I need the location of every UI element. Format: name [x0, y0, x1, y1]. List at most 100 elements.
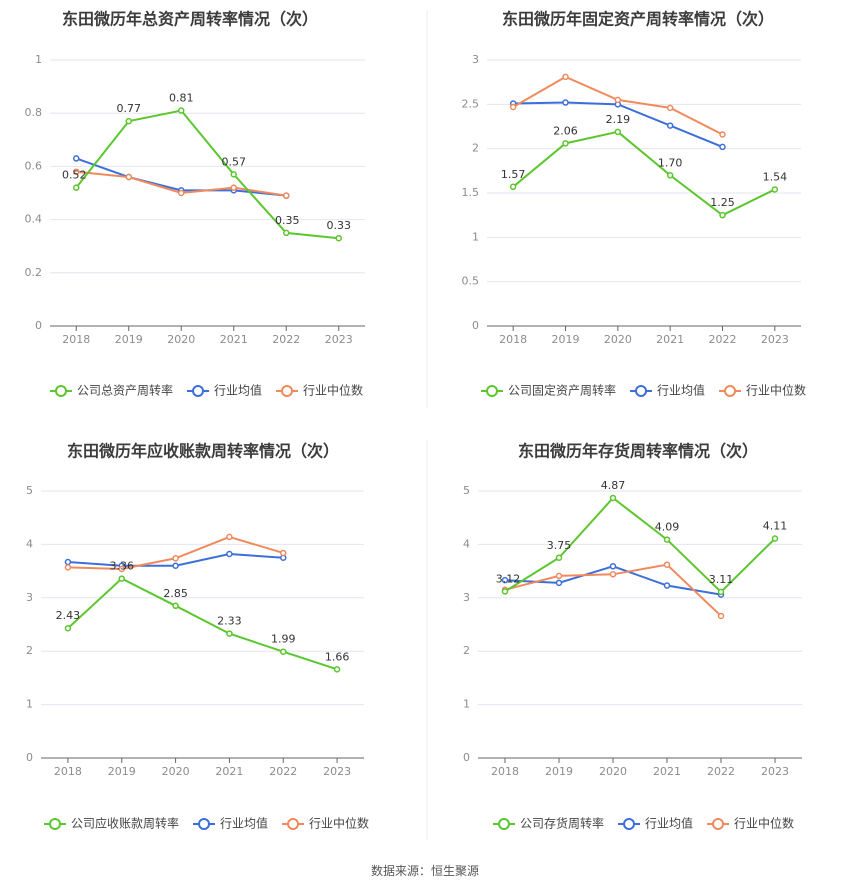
legend-label: 公司应收账款周转率	[71, 816, 179, 831]
x-tick-label: 2018	[499, 333, 527, 346]
legend-swatch-marker	[192, 385, 205, 397]
legend-swatch-marker	[287, 818, 300, 830]
data-label: 1.99	[271, 633, 296, 646]
legend-swatch-marker	[486, 385, 498, 397]
x-tick-label: 2022	[269, 765, 297, 778]
x-tick-label: 2021	[215, 765, 243, 778]
y-tick-label: 5	[26, 484, 33, 497]
data-point-company	[663, 536, 671, 543]
chart-panel: 东田微历年应收账款周转率情况（次） 0 1 2 3 4 5 2018 2019 2020 2021 2…	[26, 442, 369, 831]
x-tick-label: 2023	[761, 333, 789, 346]
data-point-avg	[226, 550, 233, 558]
x-tick-label: 2019	[552, 333, 580, 346]
data-point-avg	[501, 576, 509, 584]
x-tick-label: 2019	[108, 765, 136, 778]
x-tick-label: 2022	[272, 333, 300, 346]
y-tick-label: 5	[463, 484, 470, 497]
data-point-median	[562, 73, 569, 81]
data-point-median	[64, 564, 72, 571]
data-point-company	[719, 211, 726, 219]
data-label: 4.09	[655, 521, 680, 534]
data-point-avg	[663, 582, 671, 589]
data-point-median	[283, 192, 290, 199]
data-point-median	[666, 104, 674, 112]
data-point-company	[333, 666, 341, 673]
data-label: 0.77	[117, 102, 142, 115]
data-point-avg	[562, 99, 569, 106]
data-point-company	[73, 184, 80, 191]
x-tick-label: 2020	[604, 333, 632, 346]
data-point-avg	[73, 155, 80, 162]
y-tick-label: 1	[463, 698, 470, 711]
data-point-company	[562, 140, 569, 147]
data-label: 4.87	[601, 479, 626, 492]
data-point-median	[178, 189, 185, 197]
legend-swatch-marker	[623, 818, 636, 830]
y-tick-label: 2.5	[462, 97, 480, 110]
data-point-company	[555, 554, 563, 561]
legend-label: 行业中位数	[303, 383, 363, 398]
chart-title: 东田微历年存货周转率情况（次）	[518, 442, 758, 461]
x-tick-label: 2023	[323, 765, 351, 778]
y-tick-label: 3	[472, 53, 479, 66]
data-label: 0.33	[327, 219, 352, 232]
x-tick-label: 2019	[115, 333, 143, 346]
data-point-company	[717, 588, 725, 596]
x-tick-label: 2019	[545, 765, 573, 778]
data-point-company	[280, 648, 287, 655]
x-tick-label: 2020	[167, 333, 195, 346]
series-line-company	[504, 496, 776, 594]
legend-label: 公司总资产周转率	[77, 383, 173, 398]
data-label: 0.52	[62, 169, 87, 182]
y-tick-label: 3	[26, 591, 33, 604]
x-tick-label: 2020	[162, 765, 190, 778]
legend-label: 行业均值	[214, 383, 262, 398]
data-point-company	[614, 128, 622, 136]
data-point-median	[609, 571, 617, 578]
y-tick-label: 0.4	[25, 213, 43, 226]
x-tick-label: 2023	[325, 333, 353, 346]
y-tick-label: 2	[472, 142, 479, 155]
data-label: 1.25	[710, 196, 735, 209]
y-tick-label: 2	[463, 644, 470, 657]
y-tick-label: 0	[463, 751, 470, 764]
y-tick-label: 0	[35, 319, 42, 332]
data-point-avg	[555, 579, 563, 587]
legend-swatch-marker	[724, 385, 737, 397]
y-tick-label: 1	[472, 230, 479, 243]
y-tick-label: 0	[472, 319, 479, 332]
data-point-median	[717, 612, 725, 620]
series-line-company	[512, 130, 776, 217]
data-label: 0.57	[222, 155, 247, 168]
data-label: 3.36	[110, 560, 135, 573]
data-label: 3.11	[709, 573, 734, 586]
data-point-median	[663, 561, 671, 568]
legend-swatch-marker	[281, 385, 294, 397]
legend-swatch-marker	[198, 818, 211, 830]
data-point-avg	[666, 122, 674, 129]
x-tick-label: 2021	[656, 333, 684, 346]
series-line-company	[75, 109, 339, 240]
data-point-company	[178, 107, 185, 114]
data-label: 1.66	[325, 650, 350, 663]
x-tick-label: 2018	[54, 765, 82, 778]
data-label: 0.81	[169, 92, 194, 105]
x-tick-label: 2020	[599, 765, 627, 778]
data-point-median	[555, 572, 563, 580]
data-point-median	[226, 533, 233, 541]
data-point-company	[118, 575, 125, 582]
x-tick-label: 2022	[709, 333, 737, 346]
legend-label: 行业均值	[645, 816, 693, 831]
x-tick-label: 2021	[220, 333, 248, 346]
data-point-company	[64, 624, 72, 632]
data-point-company	[230, 171, 237, 178]
data-point-avg	[609, 563, 617, 570]
data-label: 1.70	[658, 156, 683, 169]
legend-swatch-marker	[635, 385, 648, 397]
legend-label: 行业中位数	[309, 816, 369, 831]
y-tick-label: 4	[463, 537, 470, 550]
y-tick-label: 0	[26, 751, 33, 764]
data-label: 3.12	[496, 572, 521, 585]
chart-title: 东田微历年应收账款周转率情况（次）	[67, 442, 339, 461]
